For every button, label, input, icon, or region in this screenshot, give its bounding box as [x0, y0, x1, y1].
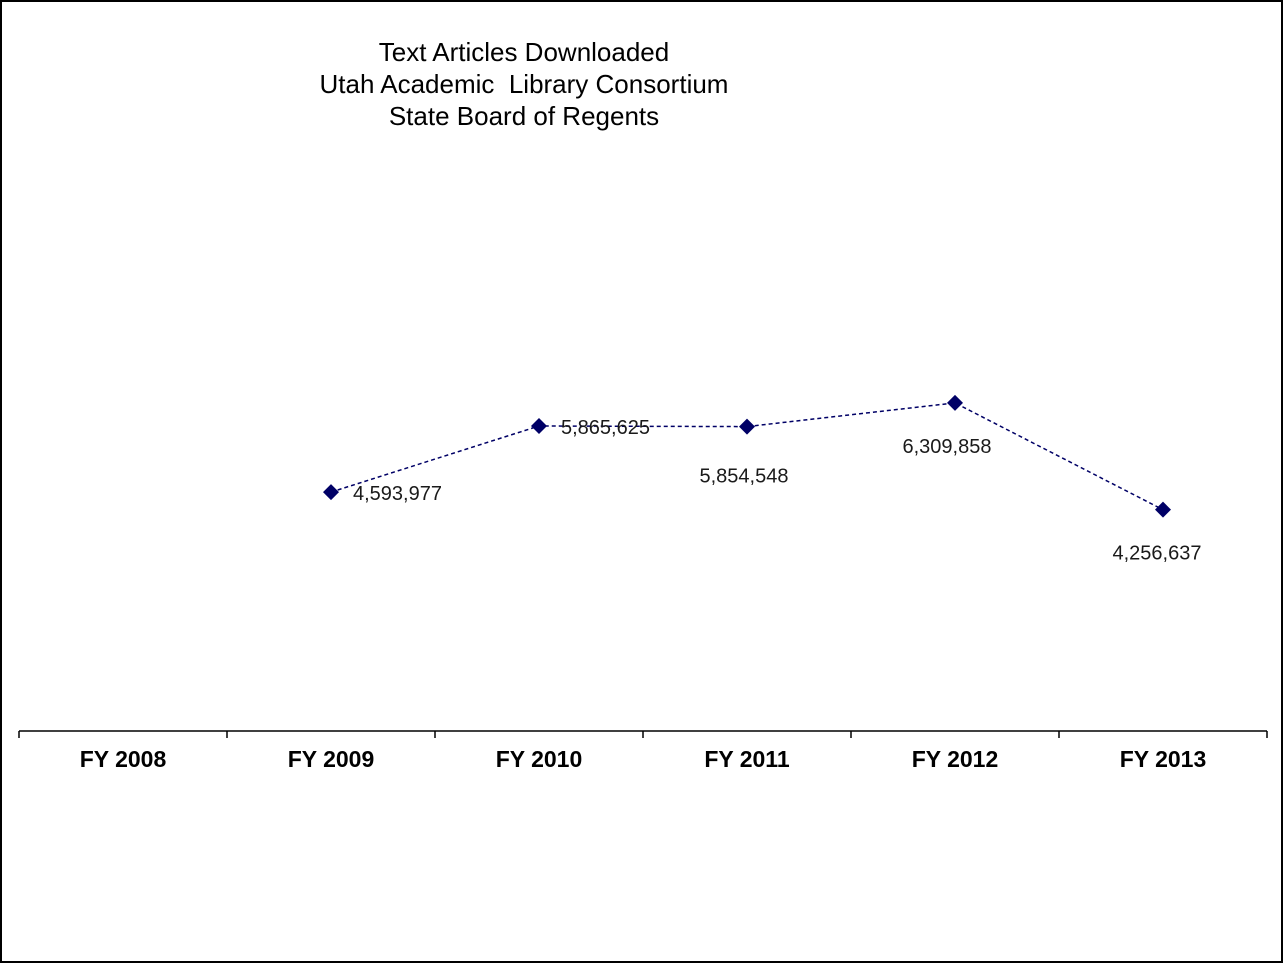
chart-title: Text Articles Downloaded Utah Academic L…: [254, 36, 794, 132]
x-tick-label: FY 2013: [1120, 746, 1207, 772]
x-tick-label: FY 2011: [704, 746, 789, 772]
data-label: 4,593,977: [353, 483, 442, 505]
x-tick-label: FY 2009: [288, 746, 375, 772]
x-tick-label: FY 2012: [912, 746, 999, 772]
data-point-marker: [323, 484, 339, 501]
data-label: 5,865,625: [561, 417, 650, 439]
data-point-marker: [1155, 501, 1171, 518]
x-tick-label: FY 2008: [80, 746, 167, 772]
data-point-marker: [531, 417, 547, 434]
data-point-marker: [947, 394, 963, 411]
x-tick-label: FY 2010: [496, 746, 583, 772]
chart-title-line-3: State Board of Regents: [388, 101, 660, 131]
data-label: 6,309,858: [903, 436, 992, 458]
chart-title-line-1: Text Articles Downloaded: [378, 37, 670, 67]
data-label: 4,256,637: [1113, 543, 1202, 565]
data-label: 5,854,548: [700, 466, 789, 488]
data-point-marker: [739, 418, 755, 435]
chart-title-line-2: Utah Academic Library Consortium: [319, 69, 729, 99]
